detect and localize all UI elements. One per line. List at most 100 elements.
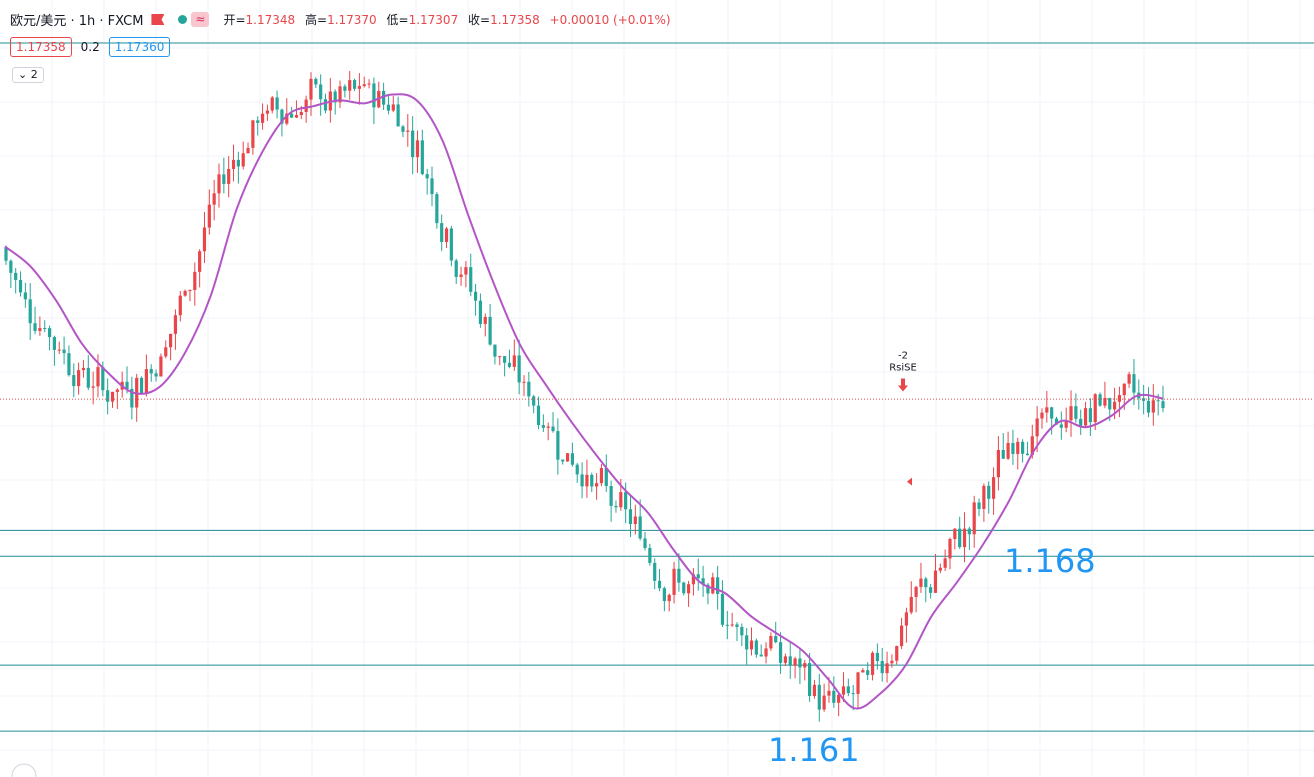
candle-body	[188, 290, 192, 292]
candle-body	[991, 477, 996, 499]
candle-body	[977, 502, 981, 509]
change-value: +0.00010 (+0.01%)	[549, 13, 671, 27]
candle-body	[294, 115, 299, 118]
candle-body	[323, 99, 328, 111]
candle-body	[1103, 397, 1107, 406]
candle-body	[624, 492, 628, 510]
symbol-title[interactable]: 欧元/美元 · 1h · FXCM	[10, 14, 144, 29]
candle-body	[895, 646, 899, 661]
candle-body	[982, 485, 986, 509]
horizontal-levels	[0, 42, 1314, 732]
buy-price-button[interactable]: 1.17360	[108, 37, 171, 57]
high-key: 高=	[305, 13, 328, 27]
candle-body	[885, 663, 889, 674]
candle-body	[265, 110, 270, 114]
flag-icon[interactable]	[151, 14, 165, 25]
candle-body	[309, 78, 313, 100]
candle-body	[352, 80, 357, 89]
close-key: 收=	[468, 13, 491, 27]
candle-body	[764, 648, 768, 657]
candle-body	[691, 574, 696, 585]
candle-body	[1151, 400, 1155, 413]
candle-body	[81, 367, 86, 371]
candle-body	[9, 260, 13, 273]
candle-body	[595, 483, 599, 487]
candle-body	[72, 375, 76, 387]
candle-body	[667, 594, 671, 602]
candle-body	[1083, 408, 1088, 426]
candle-body	[996, 449, 1001, 478]
candle-body	[280, 109, 284, 124]
candle-body	[875, 652, 879, 662]
candle-body	[469, 267, 473, 292]
candle-body	[498, 356, 502, 358]
candle-body	[517, 355, 521, 383]
candle-body	[943, 558, 947, 568]
candles	[4, 71, 1165, 722]
candle-body	[749, 640, 754, 650]
market-open-dot-icon	[178, 15, 188, 24]
candle-body	[314, 78, 318, 85]
candle-body	[967, 528, 971, 535]
candle-body	[149, 369, 153, 374]
candle-body	[962, 528, 967, 548]
candle-body	[735, 624, 739, 628]
candle-body	[512, 355, 516, 367]
candle-body	[47, 328, 52, 338]
candle-body	[227, 168, 231, 184]
candle-body	[483, 316, 487, 324]
scroll-back-icon[interactable]	[11, 763, 37, 777]
candle-body	[91, 386, 95, 388]
candle-body	[430, 178, 434, 195]
candle-body	[953, 528, 957, 540]
candle-body	[1016, 441, 1020, 454]
candle-body	[1054, 418, 1059, 425]
candle-body	[672, 568, 676, 595]
candle-body	[822, 695, 826, 710]
candle-body	[168, 333, 173, 348]
candle-body	[38, 327, 42, 331]
candle-body	[803, 663, 807, 668]
candle-body	[236, 159, 240, 167]
candle-body	[837, 694, 841, 703]
candle-body	[909, 596, 913, 613]
wave-icon[interactable]: ≈	[191, 12, 210, 27]
candle-body	[725, 624, 729, 626]
candle-body	[391, 104, 395, 111]
candle-body	[217, 174, 221, 194]
candle-body	[643, 538, 647, 548]
candle-body	[473, 291, 478, 301]
candle-body	[164, 347, 168, 357]
candle-body	[1112, 401, 1117, 410]
candle-body	[488, 316, 492, 345]
candle-body	[440, 223, 444, 242]
candle-body	[870, 652, 875, 675]
candle-body	[18, 279, 23, 293]
candle-body	[1006, 443, 1010, 459]
candle-body	[841, 686, 846, 695]
candle-body	[319, 84, 323, 100]
candle-body	[343, 86, 347, 91]
candle-body	[1132, 374, 1136, 393]
candle-body	[948, 539, 952, 559]
low-key: 低=	[386, 13, 409, 27]
low-value: 1.17307	[408, 13, 459, 27]
high-value: 1.17370	[327, 13, 377, 27]
candle-body	[1030, 436, 1034, 456]
candle-body	[202, 227, 207, 252]
candle-body	[381, 90, 386, 105]
candle-body	[532, 396, 536, 406]
rsi-signal-marker: -2 RsiSE	[889, 350, 917, 486]
close-value: 1.17358	[490, 13, 540, 27]
sell-price-button[interactable]: 1.17358	[10, 37, 72, 57]
candle-body	[745, 635, 749, 650]
candle-body	[386, 104, 391, 111]
candle-body	[425, 174, 429, 179]
candle-body	[14, 272, 18, 280]
collapse-indicators-button[interactable]: ⌄ 2	[12, 67, 44, 83]
candle-body	[1045, 407, 1049, 413]
candle-body	[333, 91, 337, 103]
candle-body	[357, 86, 361, 89]
candle-body	[561, 459, 565, 462]
